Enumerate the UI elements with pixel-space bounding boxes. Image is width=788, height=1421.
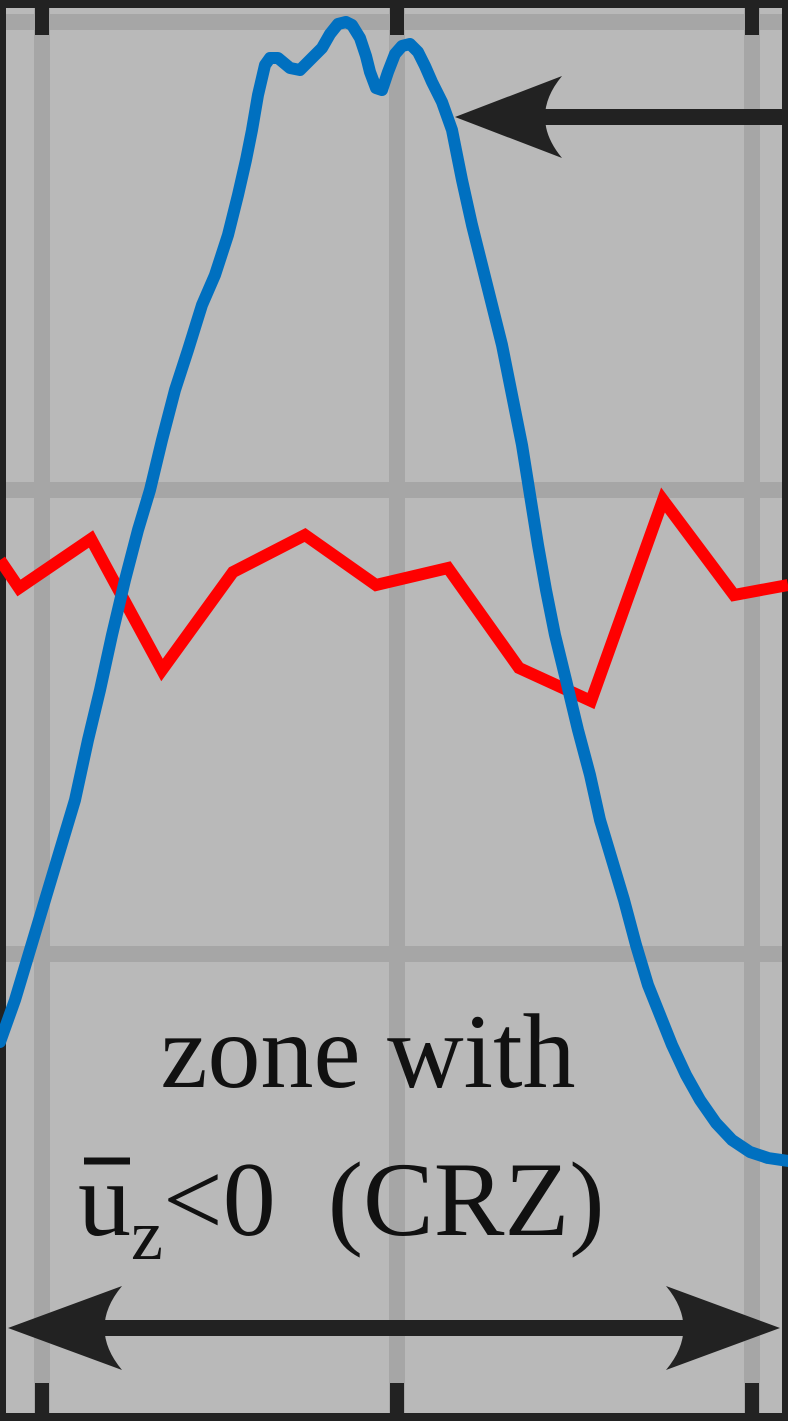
mean-velocity-relation: <0 [163, 1141, 276, 1258]
mean-velocity-subscript: z [131, 1195, 163, 1275]
crz-abbreviation: (CRZ) [328, 1141, 605, 1258]
zone-label: zone with [160, 993, 575, 1110]
